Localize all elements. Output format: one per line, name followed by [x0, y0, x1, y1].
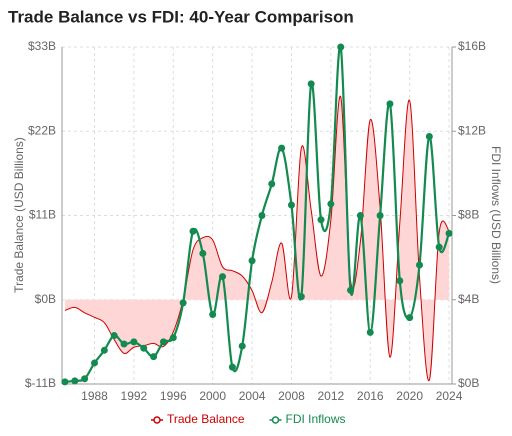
marker [366, 328, 374, 336]
marker [347, 286, 355, 294]
marker [416, 261, 423, 269]
line [64, 95, 450, 381]
marker [356, 212, 364, 219]
legend-swatch [153, 416, 161, 424]
x-tick-label: 2008 [278, 389, 305, 403]
marker [445, 229, 453, 237]
legend-label: FDI Inflows [286, 412, 346, 426]
y-axis-label: Trade Balance (USD Billions) [12, 137, 26, 293]
x-tick-label: 2012 [318, 389, 345, 403]
y2-tick-label: $16B [458, 39, 486, 53]
marker [297, 293, 305, 301]
legend-item: Trade Balance [151, 412, 245, 426]
chart-title: Trade Balance vs FDI: 40-Year Comparison [8, 7, 354, 26]
y-tick-label: $-11B [25, 376, 56, 390]
x-tick-label: 2004 [239, 389, 266, 403]
x-tick-label: 2020 [396, 389, 423, 403]
x-tick-label: 1992 [121, 389, 148, 403]
marker [209, 310, 217, 318]
marker [130, 338, 138, 346]
marker [278, 144, 286, 152]
marker [219, 273, 227, 281]
marker [406, 314, 414, 322]
marker [327, 200, 335, 208]
marker [91, 359, 98, 367]
marker [376, 212, 384, 219]
marker [268, 180, 276, 188]
marker [337, 43, 345, 51]
marker [396, 277, 404, 285]
y2-tick-label: $8B [458, 208, 479, 222]
marker [189, 227, 197, 235]
legend-label: Trade Balance [167, 412, 245, 426]
marker [248, 257, 256, 265]
y-tick-label: $0B [35, 292, 56, 306]
y-tick-label: $22B [28, 123, 56, 137]
marker [287, 201, 295, 209]
marker [71, 377, 79, 385]
marker [179, 299, 187, 307]
marker [238, 342, 246, 350]
y2-axis-label: FDI Inflows (USD Billions) [489, 146, 503, 284]
x-tick-label: 1996 [160, 389, 187, 403]
y2-tick-label: $12B [458, 123, 486, 137]
marker [110, 332, 118, 340]
x-tick-label: 2000 [199, 389, 226, 403]
x-tick-label: 1988 [81, 389, 108, 403]
marker [100, 346, 108, 354]
marker [150, 353, 158, 361]
area [64, 96, 450, 381]
y-tick-label: $11B [29, 208, 56, 222]
marker [228, 363, 236, 371]
marker [61, 378, 69, 386]
y2-tick-label: $0B [458, 376, 479, 390]
marker [120, 340, 128, 348]
marker [81, 375, 89, 383]
marker [140, 344, 148, 352]
marker [199, 249, 207, 257]
marker [169, 334, 177, 342]
legend-swatch [271, 416, 280, 424]
marker [317, 216, 325, 224]
marker [159, 338, 167, 346]
x-tick-label: 2024 [436, 389, 463, 403]
marker [386, 100, 394, 108]
marker [435, 243, 443, 251]
y2-tick-label: $4B [458, 292, 479, 306]
marker [258, 212, 266, 219]
marker [425, 133, 433, 141]
legend-item: FDI Inflows [269, 412, 346, 426]
x-tick-label: 2016 [357, 389, 384, 403]
marker [307, 80, 315, 88]
y-tick-label: $33B [28, 39, 56, 53]
